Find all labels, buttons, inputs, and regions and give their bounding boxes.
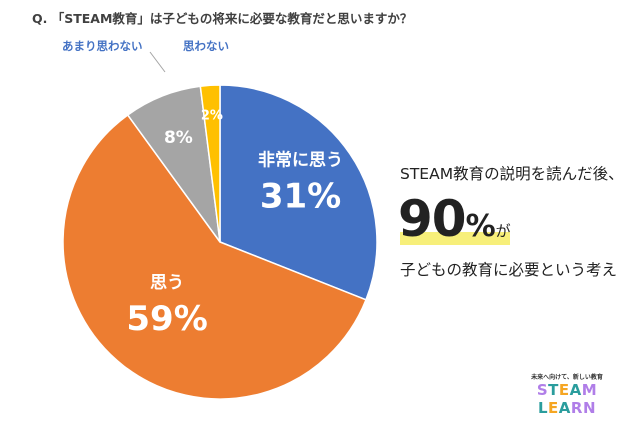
label-rarely: あまり思わない (62, 39, 143, 53)
label-not-at-all: 思わない (183, 39, 229, 53)
slice-category-label: 非常に思う (258, 149, 343, 170)
slice-value-label: 59% (126, 299, 207, 339)
callout-percent: % (465, 209, 496, 244)
logo: 未来へ向けて、新しい教育 STEAM LEARN (508, 372, 626, 417)
pie-slice (62, 113, 367, 400)
pie-slice (219, 84, 378, 301)
slice-value-label: 2% (201, 109, 223, 124)
logo-name: STEAM LEARN (536, 381, 598, 417)
chart-title: Q. 「STEAM教育」は子どもの将来に必要な教育だと思いますか？ (32, 11, 413, 26)
callout-suffix: が (495, 222, 511, 240)
slice-value-label: 31% (260, 176, 341, 216)
leader-line (149, 51, 166, 73)
callout-line3: 子どもの教育に必要という考え (400, 261, 618, 279)
logo-tagline: 未来へ向けて、新しい教育 (531, 374, 603, 381)
pie-slice (199, 84, 221, 243)
callout-highlight: 90%が (398, 190, 511, 248)
slice-value-label: 8% (164, 128, 193, 148)
callout-line1: STEAM教育の説明を読んだ後、 (400, 165, 624, 183)
callout-number: 90 (398, 190, 467, 248)
highlight-marker (400, 232, 510, 245)
slice-category-label: 思う (150, 273, 184, 293)
